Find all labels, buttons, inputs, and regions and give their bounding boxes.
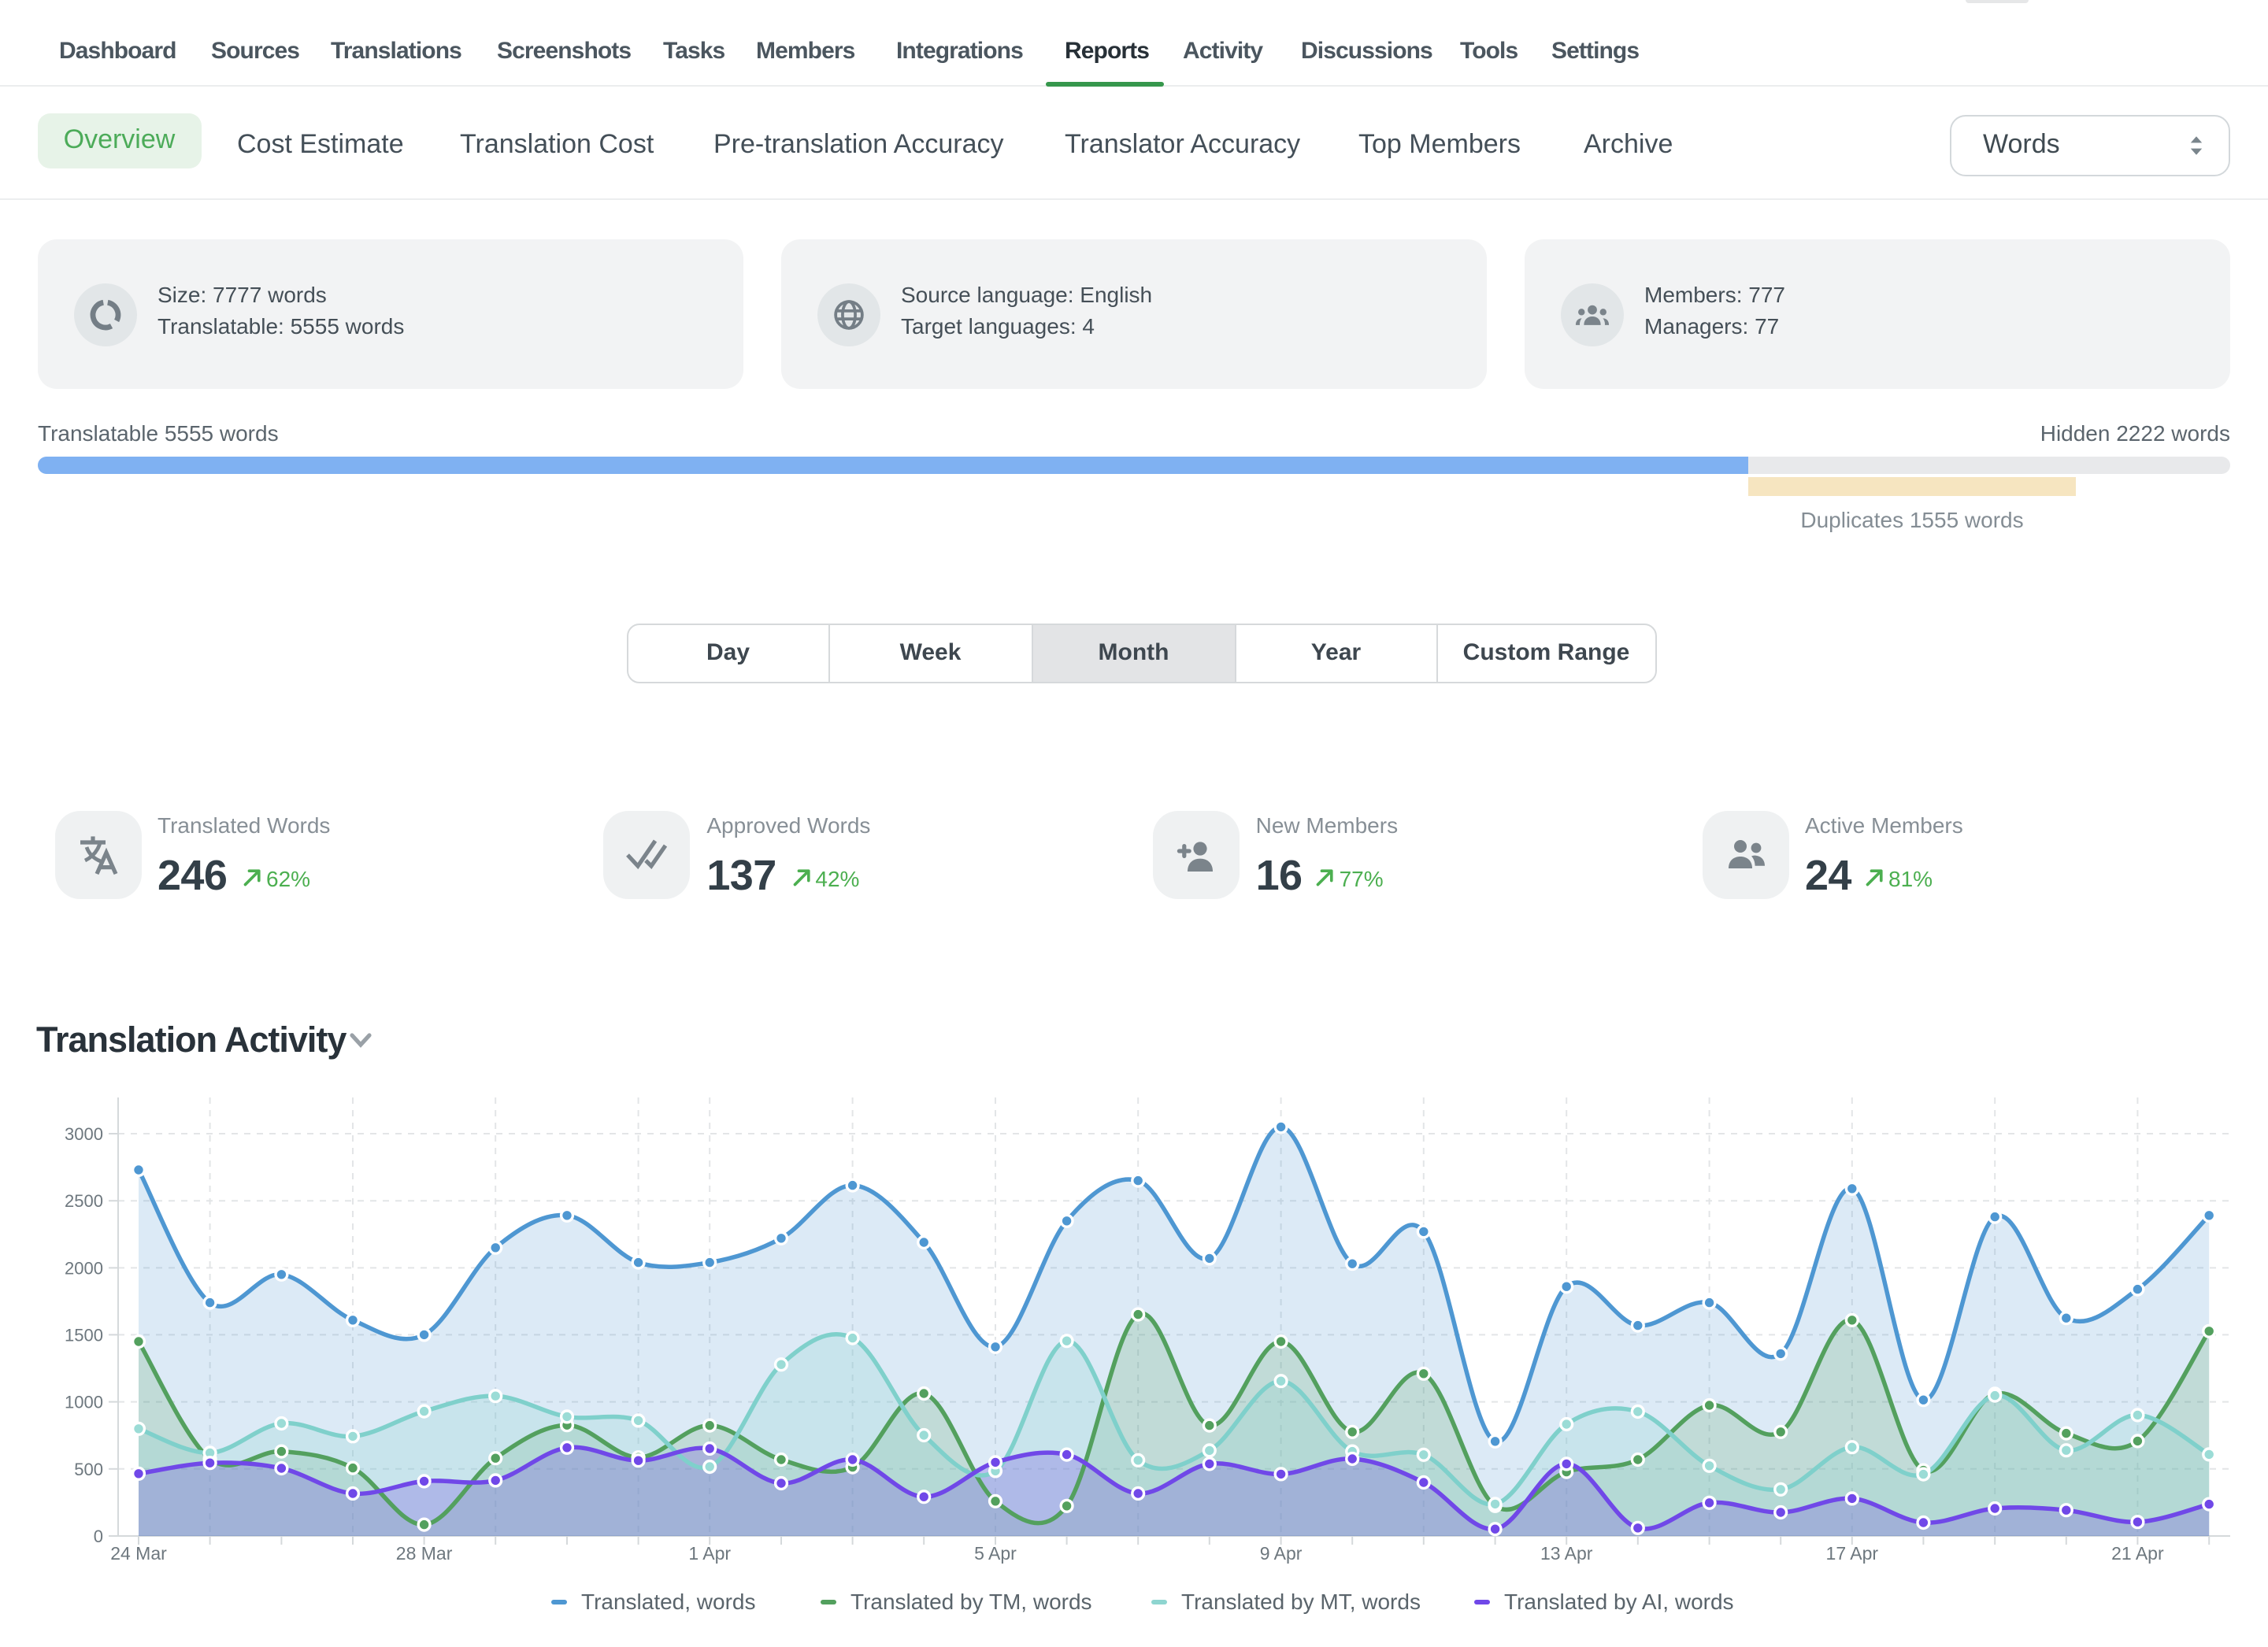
svg-text:21 Apr: 21 Apr — [2111, 1543, 2164, 1564]
svg-text:3000: 3000 — [65, 1124, 103, 1144]
svg-text:1000: 1000 — [65, 1393, 103, 1412]
svg-text:2000: 2000 — [65, 1258, 103, 1278]
svg-text:17 Apr: 17 Apr — [1826, 1543, 1879, 1564]
svg-text:500: 500 — [74, 1460, 103, 1479]
svg-text:28 Mar: 28 Mar — [396, 1543, 453, 1564]
svg-text:1500: 1500 — [65, 1325, 103, 1345]
svg-text:1 Apr: 1 Apr — [688, 1543, 731, 1564]
svg-text:13 Apr: 13 Apr — [1540, 1543, 1593, 1564]
svg-text:9 Apr: 9 Apr — [1260, 1543, 1303, 1564]
svg-text:2500: 2500 — [65, 1191, 103, 1211]
svg-text:0: 0 — [94, 1527, 103, 1546]
svg-text:24 Mar: 24 Mar — [110, 1543, 167, 1564]
svg-text:5 Apr: 5 Apr — [974, 1543, 1017, 1564]
